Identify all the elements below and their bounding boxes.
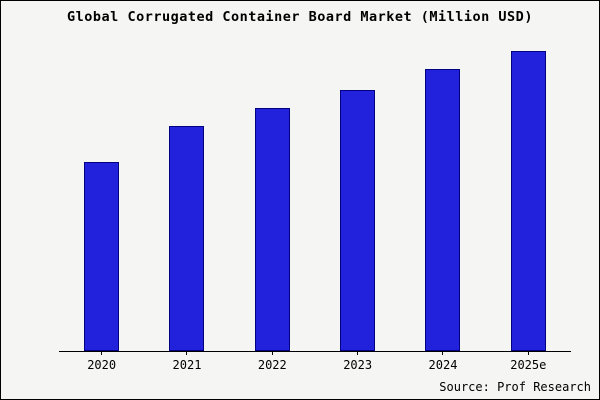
plot-area [59, 46, 571, 352]
x-tick-label: 2022 [257, 358, 287, 372]
chart-title: Global Corrugated Container Board Market… [67, 9, 533, 25]
bar-2023 [340, 90, 376, 351]
source-label: Source: Prof Research [439, 380, 591, 394]
x-axis-col: 2022 [242, 351, 302, 372]
x-axis-col: 2023 [328, 351, 388, 372]
bar-2020 [84, 162, 120, 351]
x-axis-col: 2021 [157, 351, 217, 372]
x-tick-mark [527, 351, 529, 355]
x-tick-mark [271, 351, 273, 355]
x-axis-col: 2024 [413, 351, 473, 372]
x-tick-mark [357, 351, 359, 355]
x-axis-col: 2020 [72, 351, 132, 372]
x-axis: 2020 2021 2022 2023 2024 2025e [59, 351, 571, 372]
x-axis-col: 2025e [498, 351, 558, 372]
bar-2021 [169, 126, 205, 351]
x-tick-mark [101, 351, 103, 355]
x-tick-mark [442, 351, 444, 355]
x-tick-label: 2021 [172, 358, 202, 372]
bar-2024 [425, 69, 461, 351]
bar-2025e [510, 51, 546, 351]
x-tick-label: 2024 [428, 358, 458, 372]
x-tick-label: 2020 [87, 358, 117, 372]
bar-2022 [254, 108, 290, 351]
x-tick-label: 2023 [343, 358, 373, 372]
x-tick-label: 2025e [510, 358, 547, 372]
x-tick-mark [186, 351, 188, 355]
